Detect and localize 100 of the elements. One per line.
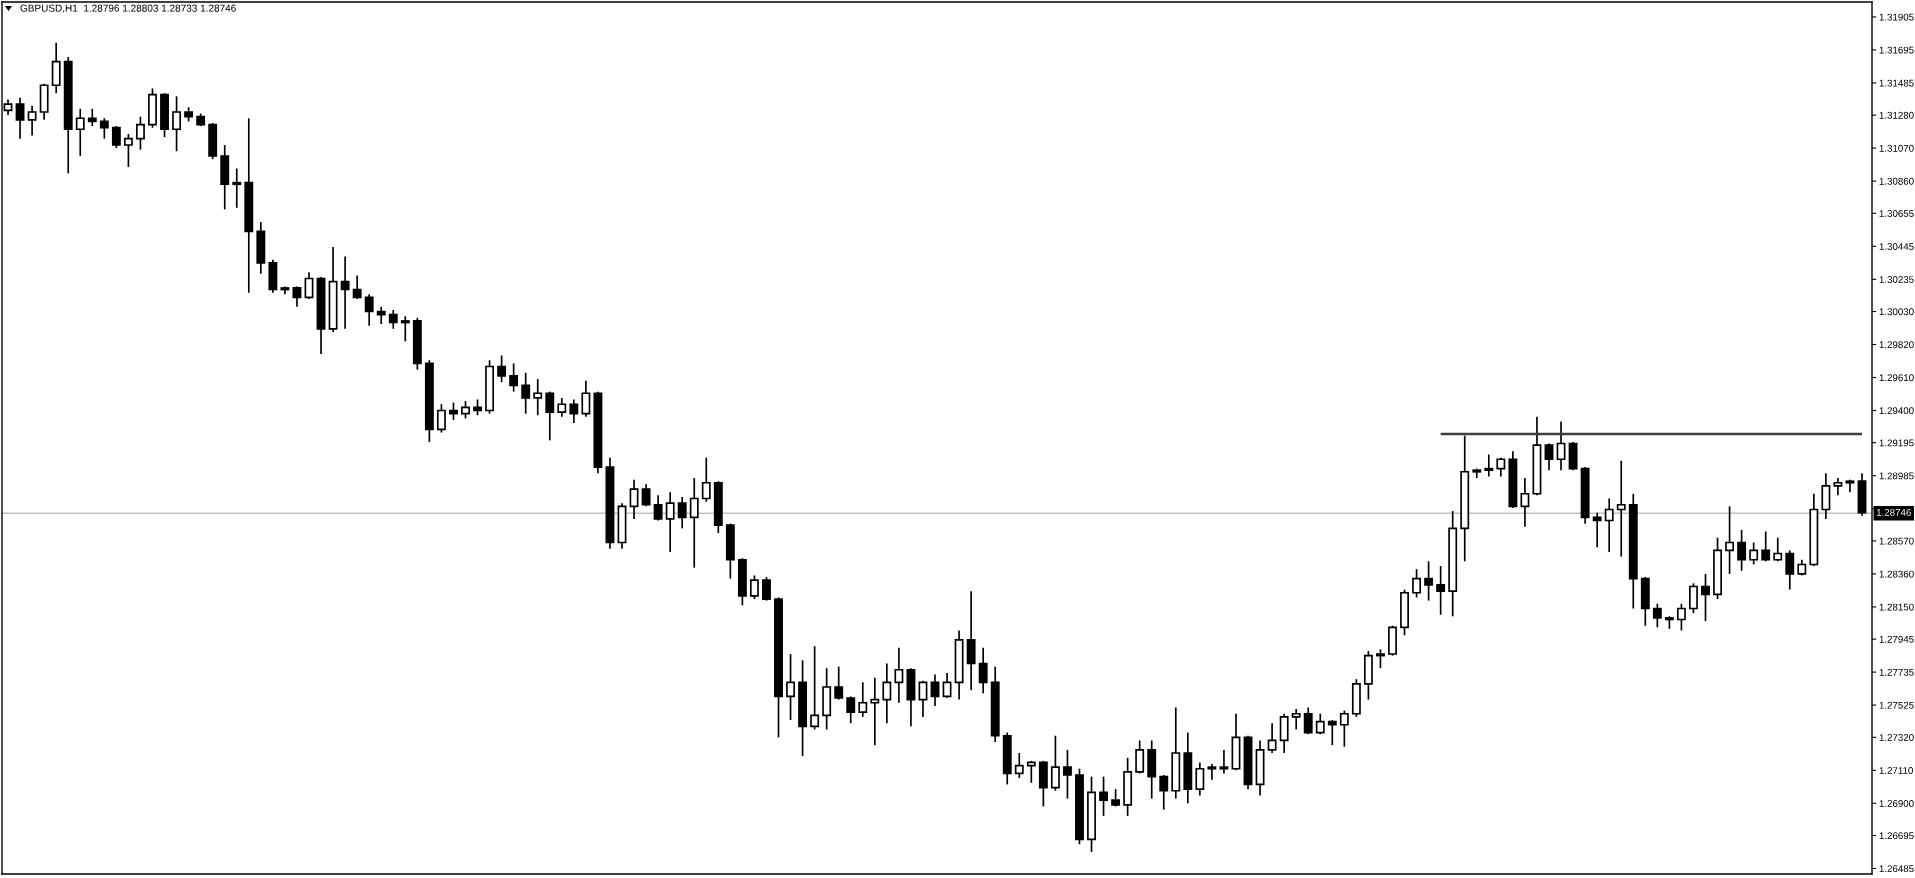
candlestick xyxy=(930,673,940,707)
candlestick xyxy=(557,397,567,418)
candlestick xyxy=(352,274,362,300)
y-tick-label: 1.28985 xyxy=(1879,472,1914,480)
candlestick xyxy=(749,574,759,600)
candlestick xyxy=(1689,582,1698,615)
y-tick-label: 1.31695 xyxy=(1879,46,1914,54)
candlestick xyxy=(1544,442,1554,472)
candlestick xyxy=(894,646,904,704)
candlestick xyxy=(1761,530,1771,563)
y-tick-label: 1.27320 xyxy=(1879,734,1914,741)
y-tick-label: 1.27525 xyxy=(1879,701,1914,709)
candlestick xyxy=(1616,459,1626,558)
candlestick xyxy=(172,95,182,153)
candlestick xyxy=(1327,719,1337,746)
candlestick xyxy=(665,491,675,553)
candlestick xyxy=(1737,529,1747,572)
candlestick xyxy=(497,354,507,384)
y-tick-label: 1.30445 xyxy=(1879,243,1914,250)
candlestick xyxy=(1520,477,1530,528)
candlestick xyxy=(1303,706,1313,736)
candlestick xyxy=(942,672,952,699)
candlestick xyxy=(1725,505,1735,575)
candlestick xyxy=(1291,708,1301,731)
candlestick xyxy=(1267,722,1277,754)
candlestick xyxy=(701,456,711,503)
candlestick xyxy=(123,133,133,168)
candlestick xyxy=(1701,573,1710,622)
candlestick xyxy=(111,125,121,149)
candlestick xyxy=(978,646,988,695)
y-tick-label: 1.26695 xyxy=(1879,832,1914,840)
y-tick-label: 1.30655 xyxy=(1879,210,1914,217)
y-tick-label: 1.28150 xyxy=(1879,603,1914,611)
candlestick xyxy=(1062,749,1072,800)
candlestick xyxy=(846,695,856,725)
candlestick xyxy=(1412,568,1422,599)
y-tick-label: 1.28570 xyxy=(1879,537,1914,545)
ref-line-label: 1.28746 xyxy=(1876,508,1911,516)
candlestick xyxy=(1821,472,1831,520)
y-tick-label: 1.30235 xyxy=(1879,276,1914,283)
candlestick xyxy=(136,115,145,151)
candlestick xyxy=(533,378,543,417)
candlestick xyxy=(436,403,446,434)
y-tick-label: 1.26485 xyxy=(1879,865,1914,873)
candlestick xyxy=(1785,549,1795,591)
candlestick xyxy=(376,305,386,325)
y-tick-label: 1.31070 xyxy=(1879,144,1914,152)
y-tick-label: 1.31485 xyxy=(1879,79,1914,87)
candlestick xyxy=(1099,775,1109,817)
candlestick xyxy=(569,398,579,424)
y-tick-label: 1.29820 xyxy=(1879,341,1914,349)
candlestick xyxy=(292,285,302,308)
y-tick-label: 1.26900 xyxy=(1879,800,1914,807)
chart-title: GBPUSD,H1 1.28796 1.28803 1.28733 1.28746 xyxy=(20,4,236,13)
candlestick xyxy=(1339,709,1349,748)
candlestick xyxy=(966,590,976,692)
y-tick-label: 1.29195 xyxy=(1879,439,1914,447)
candlestick xyxy=(762,576,771,602)
y-tick-label: 1.29610 xyxy=(1879,374,1914,382)
candlestick xyxy=(1159,774,1169,811)
candlestick xyxy=(364,293,374,327)
candlestick xyxy=(581,379,591,418)
candlestick xyxy=(1749,541,1759,566)
candlestick xyxy=(677,496,687,530)
candlestick xyxy=(858,681,868,718)
candlestick xyxy=(15,97,25,140)
candlestick xyxy=(882,662,892,725)
candlestick xyxy=(1604,497,1614,553)
candlestick xyxy=(1424,560,1434,602)
candlestick xyxy=(521,371,531,415)
candlestick xyxy=(1484,453,1494,478)
candlestick xyxy=(1207,763,1217,781)
y-tick-label: 1.31280 xyxy=(1879,111,1914,119)
candlestick xyxy=(918,679,928,718)
candlestick xyxy=(629,478,639,520)
candlestick xyxy=(1436,565,1446,616)
candlestick xyxy=(1050,734,1060,792)
y-tick-label: 1.31905 xyxy=(1879,13,1914,21)
candlestick xyxy=(1676,602,1686,632)
y-tick-label: 1.27945 xyxy=(1879,635,1914,643)
y-tick-label: 1.27110 xyxy=(1879,767,1913,774)
y-tick-label: 1.29400 xyxy=(1879,407,1914,415)
candlestick xyxy=(1026,760,1036,784)
candlestick xyxy=(1315,712,1325,736)
candlestick xyxy=(27,104,37,137)
candlestick xyxy=(232,167,242,209)
candlestick xyxy=(834,665,844,701)
candlestick xyxy=(400,315,410,343)
y-tick-label: 1.28360 xyxy=(1879,570,1914,578)
y-tick-label: 1.30860 xyxy=(1879,177,1914,185)
candlestick xyxy=(1376,648,1385,670)
candlestick xyxy=(1652,602,1662,629)
candlestick xyxy=(388,309,398,330)
candlestick xyxy=(1014,752,1024,779)
candlestick xyxy=(75,108,85,157)
candlestick xyxy=(653,494,663,522)
candlestick xyxy=(509,362,519,393)
candlestick xyxy=(1195,761,1205,797)
candlestick xyxy=(99,117,109,140)
candlestick xyxy=(545,390,555,442)
